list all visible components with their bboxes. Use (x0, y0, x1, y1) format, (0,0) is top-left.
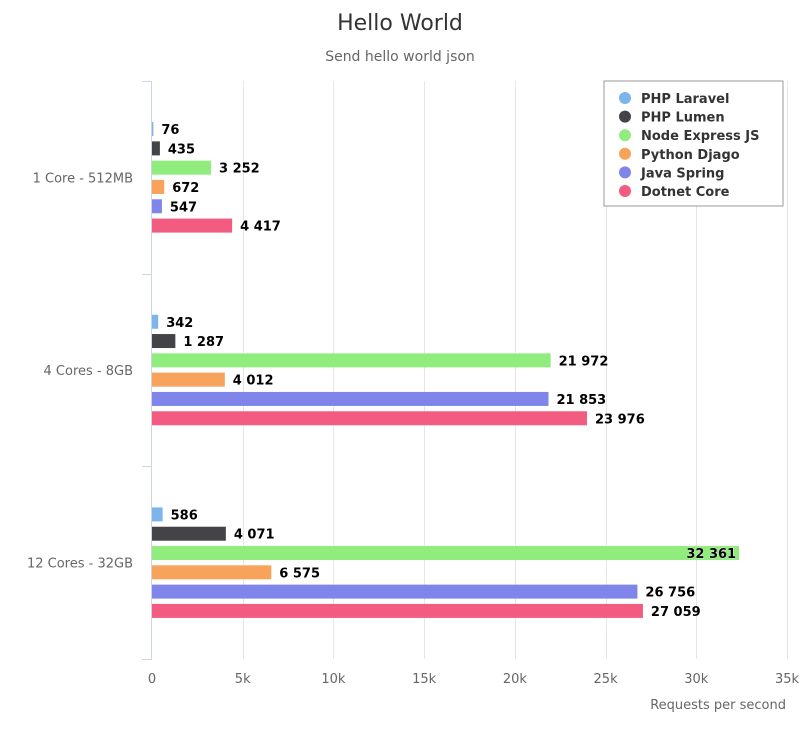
bar (152, 179, 165, 194)
x-tick-label: 20k (503, 672, 528, 687)
bar (152, 411, 587, 426)
data-label: 1 287 (183, 335, 224, 350)
legend-item-label[interactable]: Node Express JS (641, 129, 759, 144)
data-labels: 76 435 3 252 672 547 4 417 342 1 287 21 972 4 012… (161, 123, 736, 620)
bar (152, 372, 225, 387)
legend-symbol (619, 110, 631, 123)
data-label: 3 252 (219, 162, 260, 177)
legend-symbol (619, 129, 631, 142)
category-label: 1 Core - 512MB (33, 171, 133, 186)
legend-box (603, 80, 784, 207)
bar (152, 391, 549, 406)
legend-symbol (619, 185, 631, 197)
legend-symbol (619, 147, 631, 160)
data-label: 6 575 (279, 566, 320, 581)
legend-symbol (619, 166, 631, 179)
x-tick-label: 30k (684, 672, 709, 687)
data-label: 27 059 (651, 605, 701, 620)
bar (152, 603, 643, 618)
data-label: 672 (172, 181, 199, 196)
legend-item-label[interactable]: Python Djago (641, 148, 740, 163)
data-label: 4 417 (240, 220, 281, 235)
data-label: 76 (161, 123, 179, 138)
chart-subtitle: Send hello world json (325, 49, 475, 65)
data-label: 4 071 (234, 528, 275, 543)
data-label: 435 (168, 142, 195, 157)
data-label: 23 976 (595, 412, 645, 427)
legend-item-label[interactable]: Dotnet Core (641, 185, 730, 200)
legend-item-label[interactable]: PHP Lumen (641, 111, 725, 126)
axes: 0 5k 10k 15k 20k 25k 30k 35k 1 Core - 512MB 4 Cor… (27, 81, 800, 687)
legend-item-label[interactable]: PHP Laravel (641, 92, 729, 107)
x-tick-label: 25k (594, 672, 619, 687)
category-label: 12 Cores - 32GB (27, 557, 133, 572)
x-tick-label: 35k (775, 672, 800, 687)
data-label: 32 361 (686, 547, 736, 562)
data-label: 342 (166, 316, 193, 331)
bar (152, 584, 638, 599)
bar (152, 353, 551, 368)
bar (152, 546, 740, 561)
legend-symbol (619, 92, 631, 104)
x-axis-title: Requests per second (650, 698, 786, 713)
bar (152, 565, 272, 580)
bars (152, 122, 740, 618)
bar (152, 507, 163, 522)
bar (152, 199, 162, 214)
data-label: 547 (170, 200, 197, 215)
legend: PHP Laravel PHP Lumen Node Express JS Pytho… (603, 80, 784, 207)
data-label: 26 756 (645, 586, 695, 601)
bar (152, 334, 176, 349)
bar (152, 122, 154, 137)
data-label: 4 012 (233, 374, 274, 389)
bar (152, 314, 159, 329)
legend-item-label[interactable]: Java Spring (640, 166, 724, 181)
bar (152, 218, 233, 233)
chart-title: Hello World (337, 11, 463, 36)
bar (152, 141, 160, 156)
category-label: 4 Cores - 8GB (44, 364, 133, 379)
x-tick-label: 10k (321, 672, 346, 687)
x-tick-label: 15k (412, 672, 437, 687)
data-label: 586 (171, 508, 198, 523)
x-tick-label: 5k (235, 672, 251, 687)
data-label: 21 972 (559, 354, 609, 369)
bar (152, 160, 212, 175)
x-tick-label: 0 (148, 672, 156, 687)
bar (152, 526, 226, 541)
data-label: 21 853 (556, 393, 606, 408)
